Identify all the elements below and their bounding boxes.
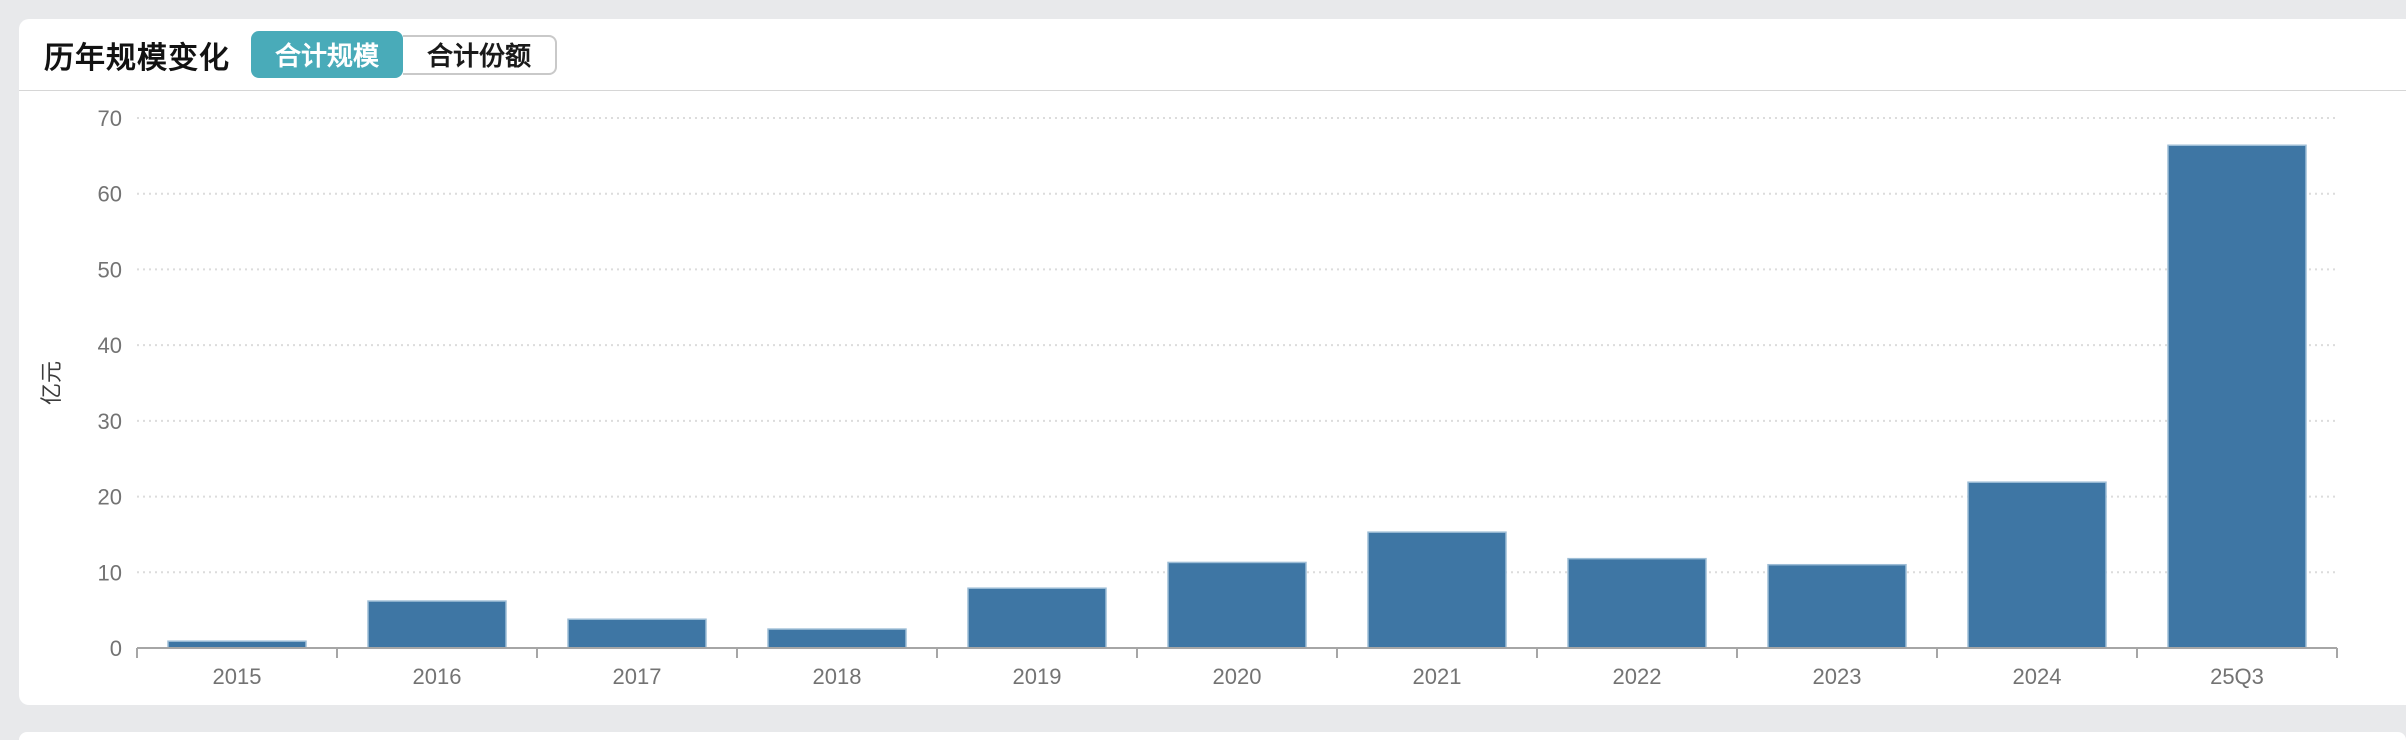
- bar-25Q3[interactable]: [2167, 144, 2307, 649]
- x-tick-label: 25Q3: [2210, 664, 2264, 689]
- tab-total-scale[interactable]: 合计规模: [251, 31, 404, 78]
- bar-2020[interactable]: [1167, 561, 1307, 649]
- y-tick-label: 40: [98, 333, 122, 358]
- x-tick-label: 2016: [413, 664, 462, 689]
- bar-2019[interactable]: [967, 587, 1107, 649]
- bar-2018[interactable]: [767, 628, 907, 649]
- y-tick-label: 50: [98, 257, 122, 282]
- x-tick-label: 2020: [1213, 664, 1262, 689]
- header-divider: [19, 90, 2406, 91]
- x-tick-label: 2024: [2013, 664, 2062, 689]
- x-tick-label: 2022: [1613, 664, 1662, 689]
- y-tick-label: 70: [98, 106, 122, 131]
- next-card-partial: [19, 732, 2406, 740]
- y-tick-label: 10: [98, 560, 122, 585]
- y-tick-label: 60: [98, 182, 122, 207]
- x-tick-label: 2018: [813, 664, 862, 689]
- x-tick-label: 2021: [1413, 664, 1462, 689]
- y-tick-label: 0: [110, 636, 122, 661]
- x-tick-label: 2015: [213, 664, 262, 689]
- bar-2016[interactable]: [367, 600, 507, 649]
- bar-2022[interactable]: [1567, 557, 1707, 649]
- bar-2021[interactable]: [1367, 531, 1507, 649]
- card-header: 历年规模变化 合计规模 合计份额: [19, 19, 2406, 90]
- y-tick-label: 30: [98, 409, 122, 434]
- chart-card: 历年规模变化 合计规模 合计份额 0 10 20 30 40 50 60 70 亿元 2015 20…: [19, 19, 2406, 705]
- tab-total-share[interactable]: 合计份额: [403, 34, 558, 75]
- bar-2017[interactable]: [567, 618, 707, 649]
- y-tick-label: 20: [98, 485, 122, 510]
- bar-chart-canvas: 0 10 20 30 40 50 60 70 亿元 2015 2016 2017 2018 2019 202…: [39, 106, 2338, 689]
- bar-2023[interactable]: [1767, 563, 1907, 649]
- y-axis-name: 亿元: [39, 361, 64, 405]
- x-tick-label: 2019: [1013, 664, 1062, 689]
- tab-group: 合计规模 合计份额: [251, 31, 558, 78]
- bar-chart: 0 10 20 30 40 50 60 70 亿元 2015 2016 2017 2018 2019 202…: [19, 91, 2406, 705]
- bar-2015[interactable]: [167, 640, 307, 649]
- page-title: 历年规模变化: [44, 41, 230, 75]
- bar-2024[interactable]: [1967, 481, 2107, 649]
- x-tick-label: 2017: [613, 664, 662, 689]
- x-tick-label: 2023: [1813, 664, 1862, 689]
